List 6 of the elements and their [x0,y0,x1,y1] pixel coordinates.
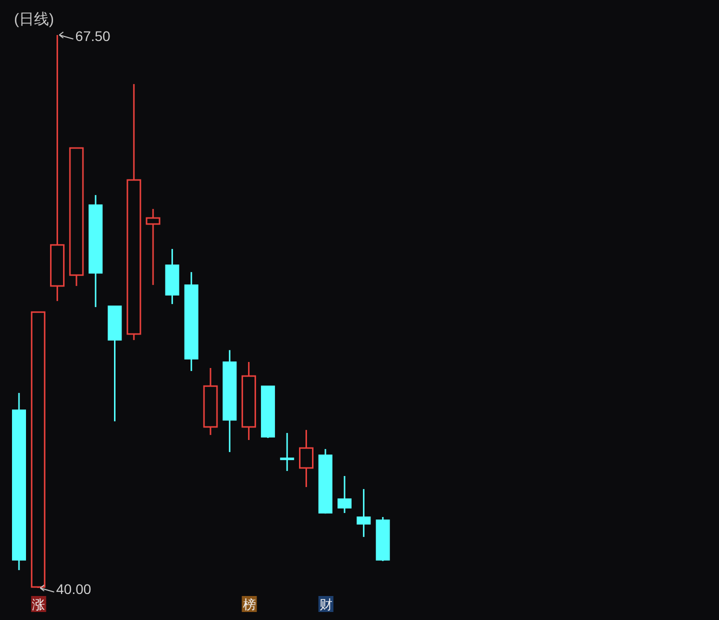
title: (日线) [14,11,54,28]
text: 榜 [242,597,256,612]
annotation: 40.00 [56,581,92,597]
text: 涨 [32,597,46,612]
text: 财 [319,597,332,612]
annotation: 67.50 [75,28,111,44]
